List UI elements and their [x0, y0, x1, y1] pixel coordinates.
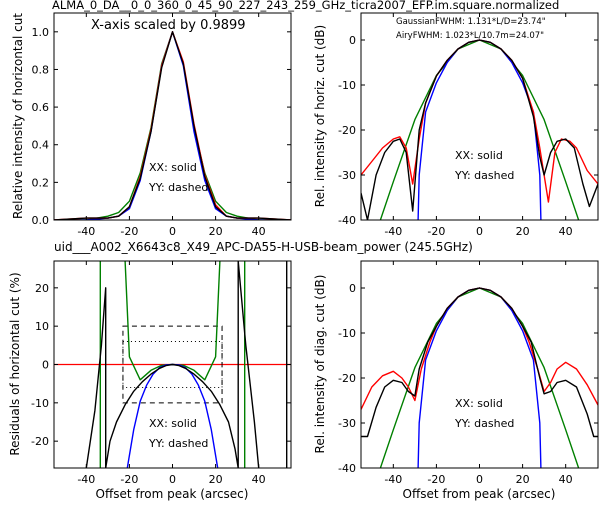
legend-text-1: XX: solid: [455, 397, 503, 410]
gaussian-fwhm-annotation: GaussianFWHM: 1.131*L/D=23.74": [396, 17, 546, 27]
legend-text-2: YY: dashed: [454, 169, 514, 182]
series-line-4: [361, 39, 598, 220]
y-tick-label: 0.0: [32, 214, 50, 227]
plot-area: [361, 287, 598, 468]
panel-horizontal-residuals: -40 -20 0 20 40 20 10 0 -10 -20 Residuals of horiz…: [8, 260, 292, 501]
x-tick-label: 40: [559, 225, 573, 238]
panel-diagonal-cut-db: -40 -20 0 20 40 0 -10 -20 -30 -40 Rel. intensity o…: [313, 260, 599, 501]
x-tick-label: -20: [427, 473, 445, 486]
y-tick-label: -30: [338, 169, 356, 182]
y-tick-label: -30: [338, 417, 356, 430]
plot-area: [361, 39, 598, 220]
x-tick-label: -40: [384, 473, 402, 486]
x-scale-annotation: X-axis scaled by 0.9899: [91, 18, 246, 33]
x-tick-label: 0: [169, 225, 176, 238]
x-tick-label: -20: [120, 225, 138, 238]
y-tick-label: 0.4: [32, 139, 50, 152]
axes-frame: [360, 12, 599, 221]
series-line-4: [361, 287, 598, 438]
airy-fwhm-annotation: AiryFWHM: 1.023*L/10.7m=24.07": [396, 31, 544, 41]
x-tick-label: 40: [252, 473, 266, 486]
x-tick-label: 20: [516, 473, 530, 486]
y-tick-label: 10: [35, 320, 49, 333]
x-tick-label: 40: [559, 473, 573, 486]
plot-area: [54, 31, 291, 220]
plot-area: [54, 261, 291, 468]
legend-text-2: YY: dashed: [454, 417, 514, 430]
x-axis-label: Offset from peak (arcsec): [403, 487, 556, 501]
y-tick-label: -10: [338, 79, 356, 92]
y-axis-label: Rel. intensity of diag. cut (dB): [313, 275, 327, 454]
panel-horizontal-cut-linear: X-axis scaled by 0.9899 -40 -20 0 20 40 0.0 0.…: [11, 12, 292, 238]
y-tick-label: 20: [35, 282, 49, 295]
series-line-1: [379, 287, 580, 468]
x-tick-label: 0: [476, 225, 483, 238]
x-tick-label: 0: [476, 473, 483, 486]
series-line-5: [85, 261, 260, 468]
x-tick-label: 0: [169, 473, 176, 486]
y-tick-label: 0: [349, 34, 356, 47]
series-line-4: [54, 31, 291, 220]
y-tick-label: 0: [349, 282, 356, 295]
legend-text-2: YY: dashed: [148, 437, 208, 450]
x-tick-label: -20: [427, 225, 445, 238]
y-axis-label: Residuals of horizontal cut (%): [8, 272, 22, 455]
legend-text-2: YY: dashed: [148, 181, 208, 194]
y-tick-label: 0.6: [32, 101, 50, 114]
x-tick-label: 20: [516, 225, 530, 238]
x-tick-label: -40: [77, 473, 95, 486]
y-tick-label: 0: [42, 359, 49, 372]
figure-title: ALMA_0_DA__0_0_360_0_45_90_227_243_259_G…: [52, 0, 559, 12]
y-tick-label: -10: [338, 327, 356, 340]
dashed-region-box: [122, 325, 223, 404]
y-axis-label: Relative intensity of horizontal cut: [11, 13, 25, 219]
y-tick-label: -10: [31, 397, 49, 410]
x-tick-label: 20: [209, 473, 223, 486]
x-tick-label: -40: [77, 225, 95, 238]
y-tick-label: -20: [31, 435, 49, 448]
x-tick-label: -40: [384, 225, 402, 238]
x-tick-label: 40: [252, 225, 266, 238]
legend-text-1: XX: solid: [149, 417, 197, 430]
series-line-1: [124, 261, 221, 381]
x-tick-label: 20: [209, 225, 223, 238]
y-tick-label: 1.0: [32, 26, 50, 39]
x-tick-label: -20: [120, 473, 138, 486]
x-axis-label: Offset from peak (arcsec): [96, 487, 249, 501]
y-tick-label: 0.8: [32, 63, 50, 76]
series-line-2: [417, 39, 542, 220]
y-tick-label: -40: [338, 462, 356, 475]
y-tick-label: -20: [338, 124, 356, 137]
legend-text-1: XX: solid: [149, 161, 197, 174]
figure-subtitle: uid___A002_X6643c8_X49_APC-DA55-H-USB-be…: [54, 240, 473, 254]
series-line-2: [417, 287, 542, 468]
legend-text-1: XX: solid: [455, 149, 503, 162]
y-tick-label: -40: [338, 214, 356, 227]
panel-horizontal-cut-db: GaussianFWHM: 1.131*L/D=23.74" AiryFWHM:…: [313, 12, 599, 238]
series-line-3: [361, 287, 598, 410]
y-tick-label: -20: [338, 372, 356, 385]
y-axis-label: Rel. intensity of horiz. cut (dB): [313, 25, 327, 207]
y-tick-label: 0.2: [32, 176, 50, 189]
